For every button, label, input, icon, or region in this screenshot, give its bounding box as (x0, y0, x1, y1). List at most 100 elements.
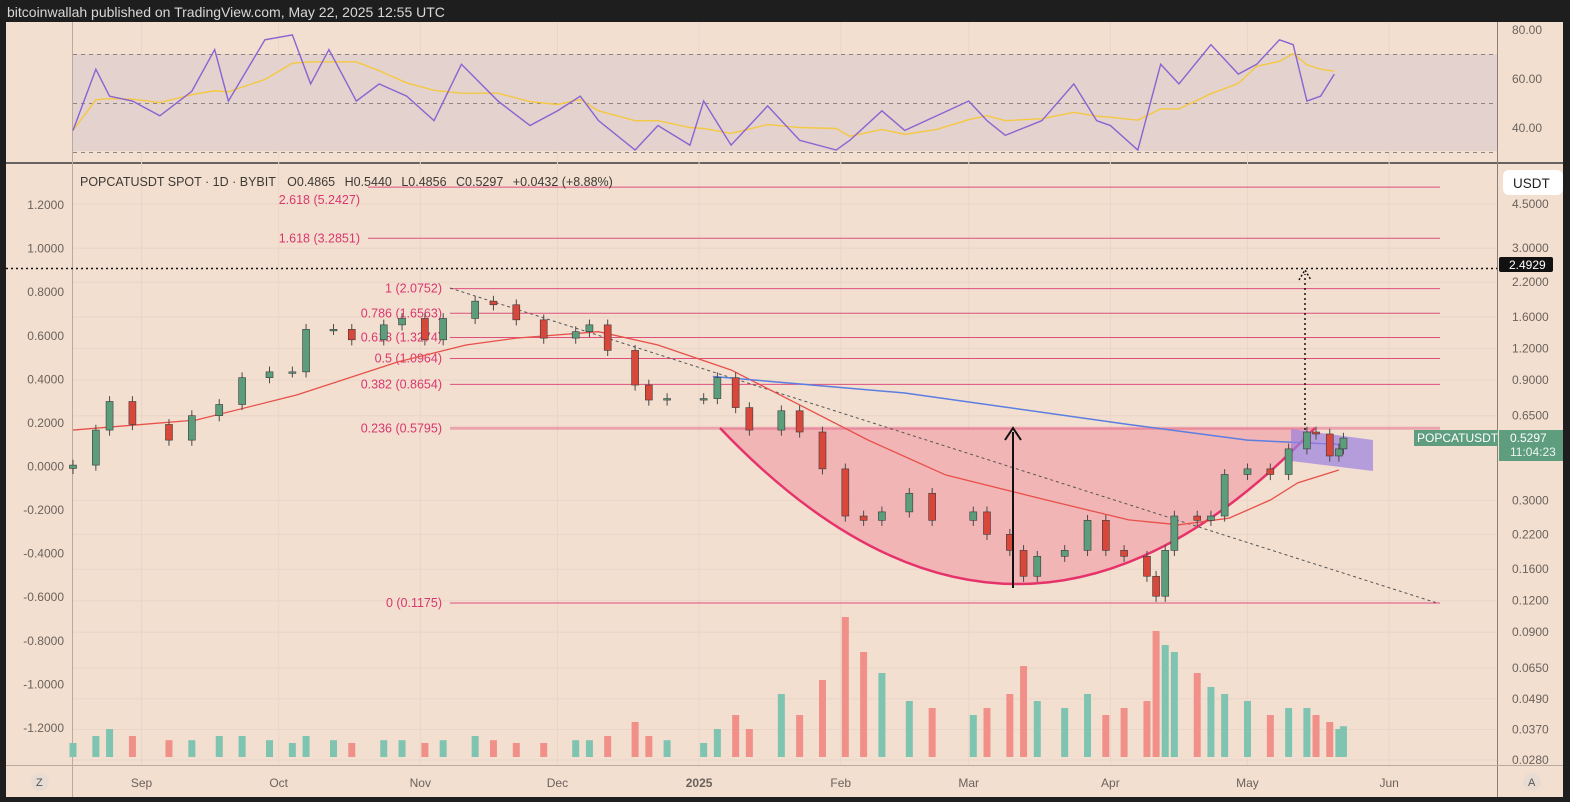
right-axis-tick: 1.6000 (1512, 310, 1549, 324)
candle-body (859, 515, 868, 521)
candle-body (983, 511, 991, 535)
right-axis-tick: 2.2000 (1512, 275, 1549, 289)
fib-label: 0.382 (0.8654) (361, 377, 442, 391)
candle-body (1143, 555, 1151, 577)
left-axis-tick: 1.0000 (27, 242, 64, 256)
right-axis-tick: 0.3000 (1512, 493, 1549, 507)
legend-low: L0.4856 (401, 175, 446, 189)
legend-symbol: POPCATUSDT SPOT · 1D · BYBIT (80, 175, 276, 189)
cup-pattern-curve[interactable] (719, 427, 1316, 586)
left-axis-tick: -0.2000 (23, 503, 64, 517)
candle-body (165, 424, 173, 441)
left-axis-tick: 1.2000 (27, 198, 64, 212)
volume-bar (489, 740, 497, 757)
candle-body (1339, 437, 1348, 450)
candle-body (1312, 431, 1320, 435)
volume-bar (421, 743, 429, 757)
volume-bars (69, 617, 1347, 757)
legend-high: H0.5440 (345, 175, 392, 189)
candle-body (1161, 550, 1170, 597)
fib-label: 0.618 (1.3274) (361, 331, 442, 345)
candle-body (1083, 520, 1092, 551)
volume-bar (1152, 631, 1160, 757)
candle-body (188, 415, 196, 441)
fibonacci-levels[interactable]: 2.618 (5.2427) 1.618 (3.2851) 1 (2.0752) 0.… (279, 186, 1440, 610)
volume-bar (1221, 694, 1229, 757)
candle-body (699, 398, 708, 401)
volume-bar (1033, 701, 1041, 757)
volume-bar (841, 617, 849, 757)
candle-body (745, 407, 754, 431)
volume-bar (69, 743, 77, 757)
candle-body (238, 377, 246, 405)
volume-bar (1326, 722, 1334, 757)
volume-bar (1143, 701, 1151, 757)
right-axis-tick: 0.0490 (1512, 692, 1549, 706)
trendline[interactable] (449, 287, 1438, 604)
candle-body (1060, 550, 1069, 557)
candle-body (539, 319, 548, 339)
volume-bar (1312, 715, 1320, 757)
volume-bar (128, 736, 136, 757)
volume-bar (663, 740, 671, 757)
candle-body (329, 329, 338, 332)
rsi-axis-tick: 60.00 (1512, 72, 1542, 86)
candle-body (512, 304, 521, 321)
volume-bar (928, 708, 936, 757)
volume-bar (745, 729, 753, 757)
ma-short-line (72, 331, 1340, 526)
rsi-ma-line (72, 52, 1335, 138)
candle-body (969, 511, 978, 521)
volume-bar (512, 743, 520, 757)
volume-bar (1285, 708, 1293, 757)
fib-label: 1.618 (3.2851) (279, 231, 360, 245)
left-axis-tick: 0.0000 (27, 460, 64, 474)
right-axis-tick: 0.2200 (1512, 527, 1549, 541)
time-axis-label: Oct (269, 776, 288, 790)
volume-bar (1120, 708, 1128, 757)
symbol-badge (1414, 430, 1498, 446)
legend-change: +0.0432 (+8.88%) (513, 175, 613, 189)
candle-body (1266, 468, 1275, 475)
left-axis-tick: 0.8000 (27, 285, 64, 299)
candle-body (439, 318, 447, 341)
candle-body (105, 401, 114, 431)
volume-bar (92, 736, 100, 757)
left-axis-tick: -1.2000 (23, 721, 64, 735)
volume-bar (302, 736, 310, 757)
time-axis-label: May (1236, 776, 1259, 790)
right-axis-tick: 4.5000 (1512, 197, 1549, 211)
auto-scale-button[interactable] (1523, 773, 1541, 791)
candle-body (421, 318, 429, 341)
volume-bar (398, 740, 406, 757)
zoom-button-label: Z (36, 777, 43, 789)
candle-body (128, 401, 137, 425)
candle-body (777, 410, 786, 431)
candle-body (215, 404, 224, 416)
candle-body (571, 331, 580, 339)
auto-scale-label: A (1528, 777, 1536, 789)
auto-zoom-button[interactable] (31, 773, 49, 791)
candle-body (92, 429, 100, 466)
volume-bar (878, 673, 886, 757)
candle-body (379, 324, 388, 341)
symbol-legend: POPCATUSDT SPOT · 1D · BYBIT O0.4865 H0.… (80, 175, 613, 189)
right-axis-tick: 3.0000 (1512, 241, 1549, 255)
candle-body (585, 324, 594, 332)
candle-body (1152, 575, 1160, 597)
candle-body (878, 511, 886, 521)
currency-button[interactable] (1503, 170, 1563, 195)
volume-bar (700, 743, 708, 757)
currency-label: USDT (1513, 176, 1550, 191)
candles (69, 295, 1348, 602)
candle-body (663, 398, 671, 401)
time-axis-label: Nov (410, 776, 431, 790)
time-axis-label: Mar (958, 776, 979, 790)
volume-bar (713, 729, 721, 757)
right-axis-tick: 0.6500 (1512, 409, 1549, 423)
arrow-head-icon (1004, 426, 1022, 441)
right-axis-tick: 0.0650 (1512, 661, 1549, 675)
candle-body (713, 377, 722, 399)
grid (73, 22, 1497, 765)
